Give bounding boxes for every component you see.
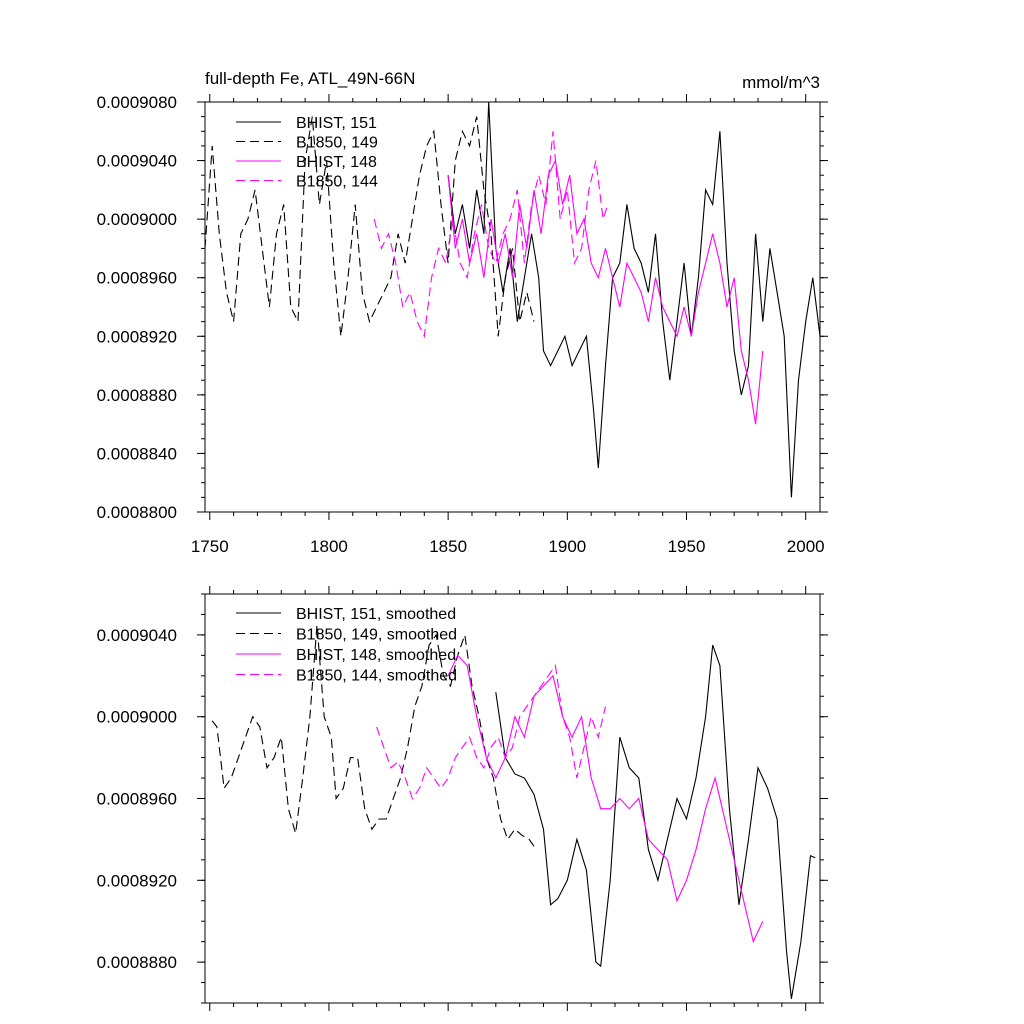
series-line-3 (447, 654, 764, 944)
series-line-4 (376, 664, 607, 800)
y-tick-label: 0.0009000 (97, 210, 177, 229)
x-tick-label: 2000 (787, 537, 825, 556)
legend-label-4: B1850, 144 (296, 174, 378, 191)
series-line-1 (495, 644, 816, 999)
legend-label-2: B1850, 149 (296, 135, 378, 152)
y-tick-label: 0.0009040 (97, 626, 177, 645)
y-tick-label: 0.0008920 (97, 327, 177, 346)
series-line-2 (211, 624, 537, 850)
x-tick-label: 1850 (429, 537, 467, 556)
y-tick-label: 0.0008960 (97, 269, 177, 288)
x-tick-label: 1800 (310, 537, 348, 556)
y-tick-label: 0.0008800 (97, 503, 177, 522)
series-line-2 (205, 116, 535, 337)
top-chart-units: mmol/m^3 (742, 73, 820, 92)
y-tick-label: 0.0008840 (97, 444, 177, 463)
legend-label-4: B1850, 144, smoothed (296, 668, 457, 685)
x-tick-label: 1900 (548, 537, 586, 556)
top-chart-panel: 1750 1800 1850 1900 1950 2000 0.0008800 0.00088… (97, 93, 828, 556)
legend-label-3: BHIST, 148, smoothed (296, 647, 456, 664)
x-tick-label: 1750 (191, 537, 229, 556)
y-tick-label: 0.0009040 (97, 152, 177, 171)
legend-label-1: BHIST, 151, smoothed (296, 606, 456, 623)
bottom-chart-panel: 0.0008880 0.0008920 0.0008960 0.0009000 0.00… (97, 586, 828, 1011)
y-tick-label: 0.0008920 (97, 871, 177, 890)
legend-label-3: BHIST, 148 (296, 154, 377, 171)
series-line-4 (373, 131, 609, 339)
y-tick-label: 0.0008880 (97, 386, 177, 405)
y-tick-label: 0.0009080 (97, 93, 177, 112)
y-tick-label: 0.0008880 (97, 953, 177, 972)
legend-label-1: BHIST, 151 (296, 115, 377, 132)
legend-label-2: B1850, 149, smoothed (296, 627, 457, 644)
y-tick-label: 0.0008960 (97, 790, 177, 809)
y-tick-label: 0.0009000 (97, 708, 177, 727)
series-line-3 (447, 158, 764, 425)
top-chart-title: full-depth Fe, ATL_49N-66N (205, 69, 415, 88)
x-tick-label: 1950 (668, 537, 706, 556)
